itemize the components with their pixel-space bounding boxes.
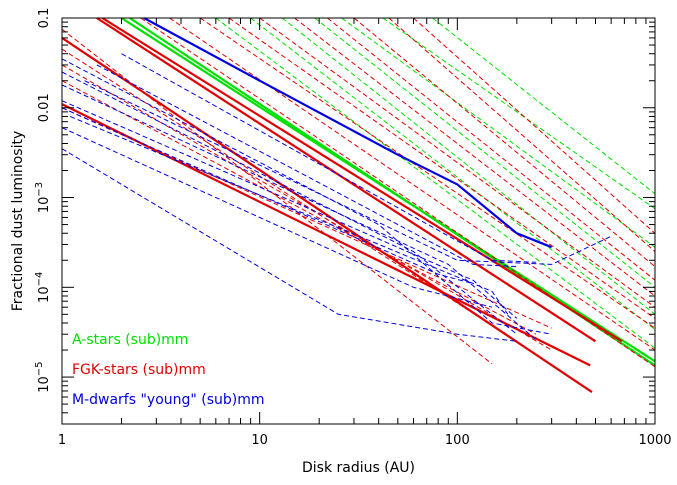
series-fgk_stars-20 (199, 18, 655, 329)
x-tick-label: 10 (251, 433, 268, 448)
series-m_dwarfs-32 (62, 84, 537, 341)
ticks-layer (61, 17, 656, 425)
series-m_dwarfs-30 (62, 58, 552, 335)
series-a_stars-4 (314, 18, 655, 288)
series-fgk_stars-14 (62, 28, 493, 365)
series-a_stars-7 (432, 18, 655, 195)
legend-entry: M-dwarfs "young" (sub)mm (72, 392, 265, 408)
series-fgk_stars-11 (62, 103, 591, 367)
series-fgk_stars-19 (169, 18, 655, 351)
series-fgk_stars-15 (62, 48, 518, 342)
series-m_dwarfs-33 (62, 100, 518, 319)
series-fgk_stars-23 (294, 18, 655, 297)
series-m_dwarfs-29 (143, 18, 553, 249)
series-fgk_stars-17 (62, 80, 537, 335)
series-a_stars-9 (215, 18, 655, 349)
y-tick-label: 0.01 (37, 93, 52, 122)
series-m_dwarfs-35 (62, 148, 517, 342)
y-tick-label: 10−4 (34, 272, 52, 303)
series-m_dwarfs-31 (62, 71, 518, 335)
series-layer (62, 18, 655, 394)
tick-labels: 1 10 100 1000 0.1 0.01 10−3 10−4 10−5 (34, 8, 672, 448)
series-fgk_stars-10 (62, 36, 593, 394)
series-a_stars-3 (281, 18, 655, 315)
series-m_dwarfs-34 (70, 116, 509, 315)
series-fgk_stars-24 (327, 18, 655, 281)
y-tick-label: 0.1 (37, 8, 52, 29)
y-tick-label: 10−3 (34, 182, 52, 213)
x-tick-label: 100 (445, 433, 470, 448)
series-a_stars-5 (341, 18, 655, 248)
series-fgk_stars-22 (259, 18, 655, 308)
series-m_dwarfs-36 (62, 127, 493, 308)
series-fgk_stars-12 (101, 18, 623, 343)
series-a_stars-8 (250, 18, 655, 330)
x-tick-label: 1 (58, 433, 66, 448)
series-fgk_stars-26 (388, 18, 655, 252)
series-fgk_stars-21 (228, 18, 655, 319)
x-tick-label: 1000 (638, 433, 671, 448)
series-m_dwarfs-39 (121, 53, 537, 263)
series-fgk_stars-27 (413, 18, 655, 234)
series-fgk_stars-13 (96, 18, 597, 343)
y-axis-title: Fractional dust luminosity (10, 131, 26, 311)
plot-frame (61, 17, 656, 425)
series-fgk_stars-28 (62, 107, 552, 329)
y-tick-label: 10−5 (34, 361, 52, 392)
x-axis-title: Disk radius (AU) (302, 460, 415, 476)
series-m_dwarfs-40 (62, 107, 474, 285)
legend-entry: A-stars (sub)mm (72, 332, 188, 348)
legend-entry: FGK-stars (sub)mm (72, 362, 206, 378)
legend: A-stars (sub)mm FGK-stars (sub)mm M-dwarfs… (72, 332, 265, 408)
series-m_dwarfs-38 (96, 64, 517, 268)
series-fgk_stars-25 (353, 18, 655, 267)
series-a_stars-6 (382, 18, 655, 210)
series-fgk_stars-18 (140, 18, 655, 368)
